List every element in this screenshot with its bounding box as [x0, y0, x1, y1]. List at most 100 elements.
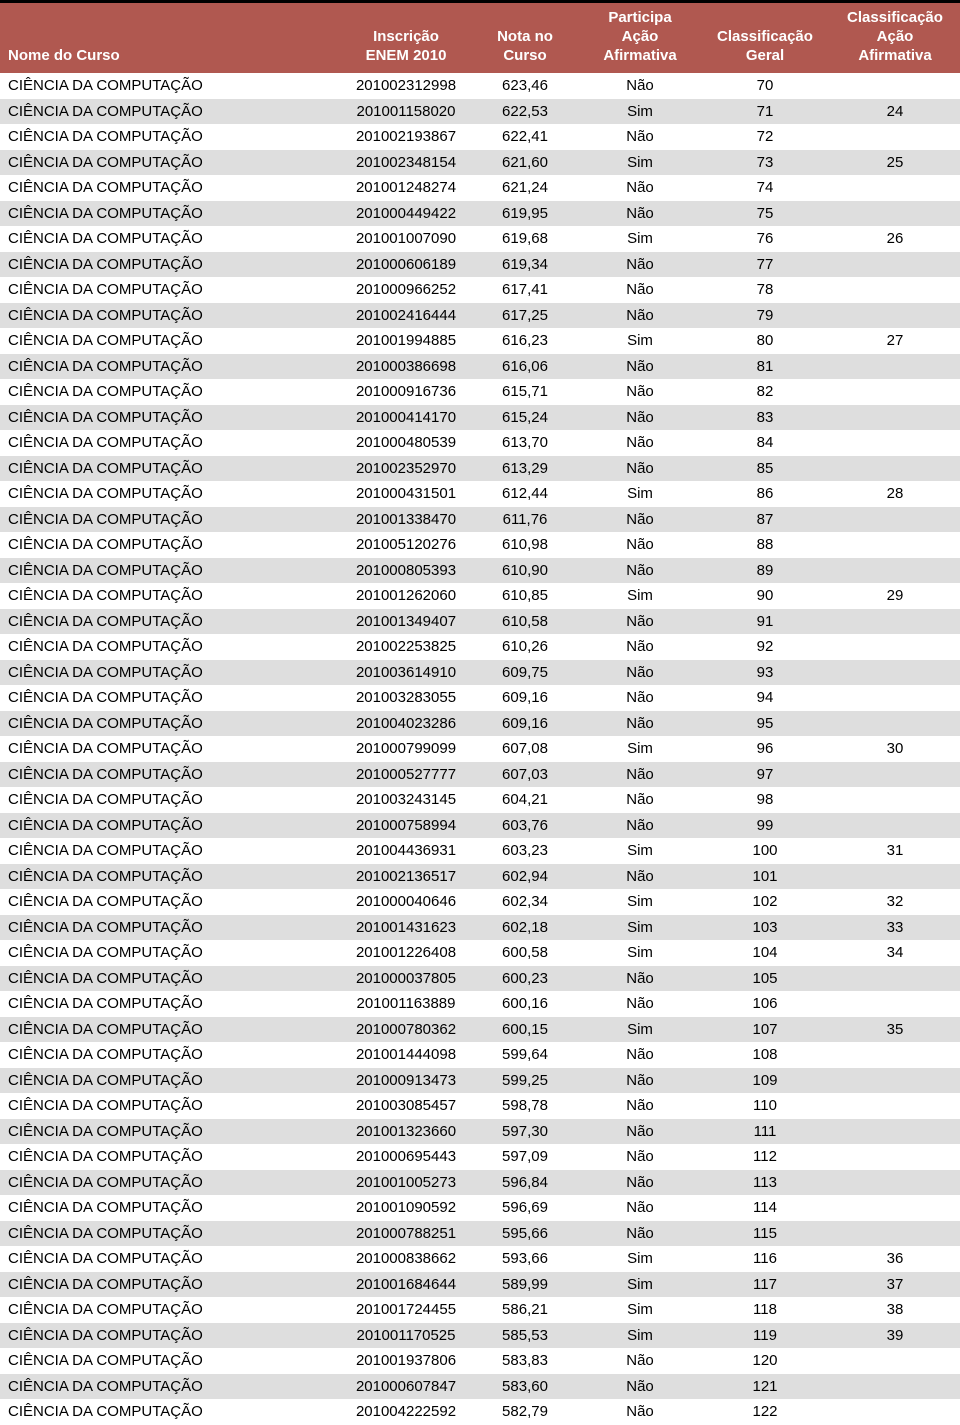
cell-col0: CIÊNCIA DA COMPUTAÇÃO — [0, 864, 342, 890]
cell-col2: 621,24 — [470, 175, 580, 201]
cell-col1: 201004023286 — [342, 711, 470, 737]
cell-col0: CIÊNCIA DA COMPUTAÇÃO — [0, 889, 342, 915]
cell-col4: 74 — [700, 175, 830, 201]
cell-col1: 201001994885 — [342, 328, 470, 354]
cell-col1: 201001170525 — [342, 1323, 470, 1349]
cell-col0: CIÊNCIA DA COMPUTAÇÃO — [0, 252, 342, 278]
cell-col3: Não — [580, 73, 700, 99]
cell-col5: 37 — [830, 1272, 960, 1298]
table-row: CIÊNCIA DA COMPUTAÇÃO201001937806583,83N… — [0, 1348, 960, 1374]
cell-col1: 201001262060 — [342, 583, 470, 609]
cell-col3: Não — [580, 405, 700, 431]
cell-col2: 598,78 — [470, 1093, 580, 1119]
cell-col2: 621,60 — [470, 150, 580, 176]
cell-col0: CIÊNCIA DA COMPUTAÇÃO — [0, 1195, 342, 1221]
cell-col3: Sim — [580, 1272, 700, 1298]
cell-col5 — [830, 1042, 960, 1068]
cell-col3: Não — [580, 430, 700, 456]
cell-col5 — [830, 787, 960, 813]
cell-col0: CIÊNCIA DA COMPUTAÇÃO — [0, 1297, 342, 1323]
table-row: CIÊNCIA DA COMPUTAÇÃO201003283055609,16N… — [0, 685, 960, 711]
classification-table: Nome do Curso InscriçãoENEM 2010 Nota no… — [0, 0, 960, 1425]
cell-col3: Sim — [580, 1297, 700, 1323]
cell-col4: 93 — [700, 660, 830, 686]
cell-col3: Não — [580, 303, 700, 329]
cell-col1: 201000040646 — [342, 889, 470, 915]
cell-col5 — [830, 532, 960, 558]
cell-col1: 201004436931 — [342, 838, 470, 864]
cell-col4: 110 — [700, 1093, 830, 1119]
table-row: CIÊNCIA DA COMPUTAÇÃO201000838662593,66S… — [0, 1246, 960, 1272]
cell-col3: Sim — [580, 328, 700, 354]
table-container: Nome do Curso InscriçãoENEM 2010 Nota no… — [0, 0, 960, 1425]
cell-col1: 201001005273 — [342, 1170, 470, 1196]
cell-col4: 94 — [700, 685, 830, 711]
col-header-classificacao-afirmativa: ClassificaçãoAçãoAfirmativa — [830, 2, 960, 74]
cell-col4: 114 — [700, 1195, 830, 1221]
cell-col0: CIÊNCIA DA COMPUTAÇÃO — [0, 1093, 342, 1119]
table-row: CIÊNCIA DA COMPUTAÇÃO201000788251595,66N… — [0, 1221, 960, 1247]
cell-col3: Sim — [580, 583, 700, 609]
cell-col1: 201002136517 — [342, 864, 470, 890]
cell-col5: 33 — [830, 915, 960, 941]
cell-col2: 610,85 — [470, 583, 580, 609]
cell-col0: CIÊNCIA DA COMPUTAÇÃO — [0, 303, 342, 329]
cell-col5 — [830, 73, 960, 99]
cell-col4: 73 — [700, 150, 830, 176]
cell-col0: CIÊNCIA DA COMPUTAÇÃO — [0, 813, 342, 839]
cell-col4: 84 — [700, 430, 830, 456]
cell-col5 — [830, 660, 960, 686]
cell-col5 — [830, 1374, 960, 1400]
cell-col0: CIÊNCIA DA COMPUTAÇÃO — [0, 532, 342, 558]
cell-col5 — [830, 430, 960, 456]
table-row: CIÊNCIA DA COMPUTAÇÃO201000431501612,44S… — [0, 481, 960, 507]
cell-col2: 600,23 — [470, 966, 580, 992]
cell-col1: 201001158020 — [342, 99, 470, 125]
cell-col1: 201000480539 — [342, 430, 470, 456]
cell-col1: 201002416444 — [342, 303, 470, 329]
cell-col2: 603,76 — [470, 813, 580, 839]
table-row: CIÊNCIA DA COMPUTAÇÃO201000480539613,70N… — [0, 430, 960, 456]
table-row: CIÊNCIA DA COMPUTAÇÃO201000527777607,03N… — [0, 762, 960, 788]
cell-col5: 38 — [830, 1297, 960, 1323]
cell-col3: Não — [580, 124, 700, 150]
cell-col1: 201001226408 — [342, 940, 470, 966]
cell-col2: 602,34 — [470, 889, 580, 915]
table-row: CIÊNCIA DA COMPUTAÇÃO201000449422619,95N… — [0, 201, 960, 227]
cell-col5 — [830, 711, 960, 737]
cell-col4: 98 — [700, 787, 830, 813]
cell-col2: 622,53 — [470, 99, 580, 125]
cell-col0: CIÊNCIA DA COMPUTAÇÃO — [0, 1272, 342, 1298]
cell-col4: 101 — [700, 864, 830, 890]
cell-col2: 596,69 — [470, 1195, 580, 1221]
cell-col5: 28 — [830, 481, 960, 507]
table-row: CIÊNCIA DA COMPUTAÇÃO201000695443597,09N… — [0, 1144, 960, 1170]
cell-col0: CIÊNCIA DA COMPUTAÇÃO — [0, 1119, 342, 1145]
table-row: CIÊNCIA DA COMPUTAÇÃO201000606189619,34N… — [0, 252, 960, 278]
cell-col5 — [830, 1068, 960, 1094]
cell-col0: CIÊNCIA DA COMPUTAÇÃO — [0, 201, 342, 227]
cell-col2: 607,03 — [470, 762, 580, 788]
cell-col3: Não — [580, 634, 700, 660]
cell-col0: CIÊNCIA DA COMPUTAÇÃO — [0, 1017, 342, 1043]
cell-col5: 36 — [830, 1246, 960, 1272]
cell-col4: 71 — [700, 99, 830, 125]
cell-col3: Não — [580, 201, 700, 227]
cell-col0: CIÊNCIA DA COMPUTAÇÃO — [0, 1374, 342, 1400]
cell-col2: 585,53 — [470, 1323, 580, 1349]
cell-col5: 31 — [830, 838, 960, 864]
cell-col4: 75 — [700, 201, 830, 227]
cell-col4: 106 — [700, 991, 830, 1017]
cell-col4: 120 — [700, 1348, 830, 1374]
table-row: CIÊNCIA DA COMPUTAÇÃO201002312998623,46N… — [0, 73, 960, 99]
cell-col2: 616,06 — [470, 354, 580, 380]
cell-col2: 604,21 — [470, 787, 580, 813]
cell-col2: 613,29 — [470, 456, 580, 482]
table-row: CIÊNCIA DA COMPUTAÇÃO201000799099607,08S… — [0, 736, 960, 762]
cell-col0: CIÊNCIA DA COMPUTAÇÃO — [0, 736, 342, 762]
cell-col5 — [830, 277, 960, 303]
cell-col0: CIÊNCIA DA COMPUTAÇÃO — [0, 609, 342, 635]
cell-col3: Não — [580, 1348, 700, 1374]
cell-col3: Não — [580, 1144, 700, 1170]
cell-col2: 600,16 — [470, 991, 580, 1017]
